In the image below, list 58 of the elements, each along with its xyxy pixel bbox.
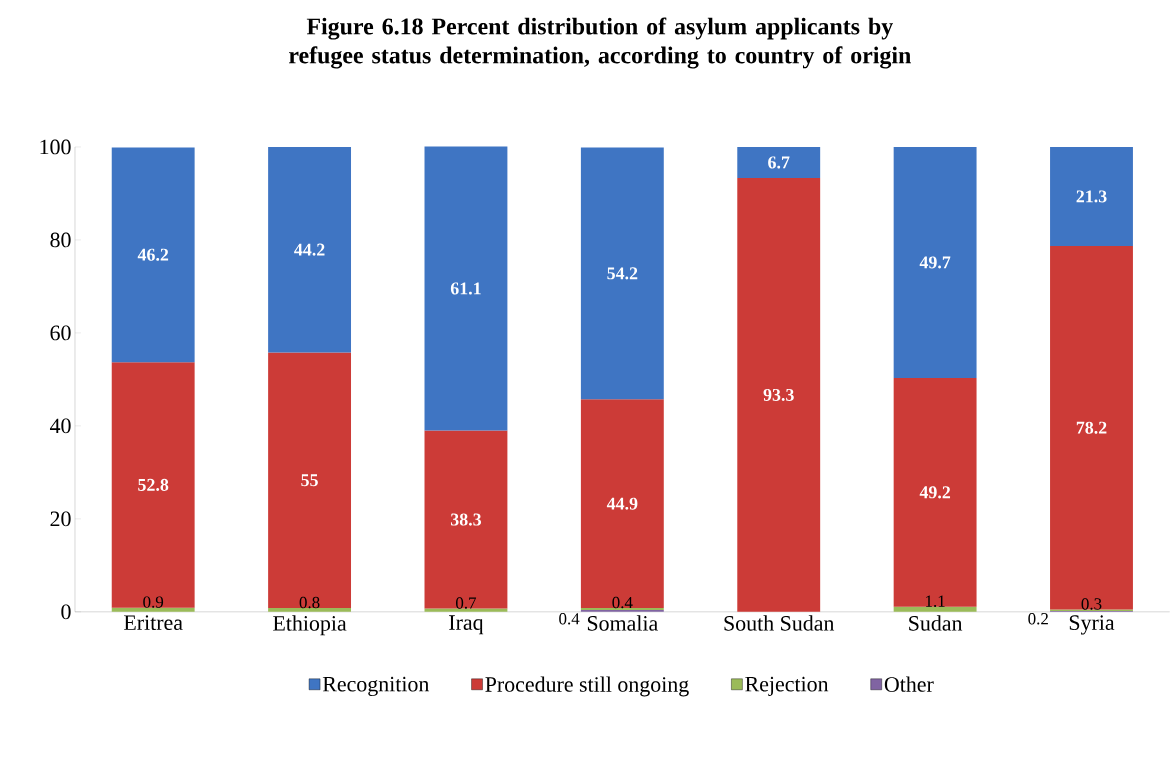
data-label: 0.9 [143, 596, 164, 608]
chart-title: Figure 6.18 Percent distribution of asylum applicants by refugee status determination, according to country of origin [289, 17, 911, 69]
bar [580, 399, 664, 609]
x-tick-label: Sudan [909, 615, 963, 631]
data-label: 0.8 [299, 596, 320, 609]
bar [1050, 246, 1133, 610]
bar [893, 606, 977, 612]
data-label: 49.7 [919, 256, 951, 269]
y-tick-label: 60 [50, 325, 71, 341]
bar [424, 146, 508, 431]
data-label: 6.7 [768, 156, 790, 169]
bar [268, 147, 352, 353]
data-label: 46.2 [137, 248, 169, 261]
data-label: 78.2 [1076, 421, 1107, 434]
data-label: 38.3 [450, 513, 482, 526]
data-label: 61.1 [450, 282, 481, 295]
legend-label: Recognition [322, 676, 430, 697]
x-tick-label: South Sudan [724, 615, 835, 631]
legend-label: Procedure still ongoing [485, 676, 689, 697]
data-label: 55 [301, 474, 318, 487]
bar [268, 608, 352, 612]
bar [737, 178, 821, 612]
y-tick-label: 20 [50, 511, 71, 527]
y-tick-label: 40 [49, 418, 71, 434]
bar [1050, 147, 1133, 247]
x-tick-label: Iraq [449, 615, 484, 635]
y-tick-label: 100 [40, 139, 71, 155]
data-label: 0.4 [559, 613, 580, 625]
legend-label: Other [884, 676, 934, 692]
x-tick-label: Eritrea [124, 615, 183, 631]
bar [268, 352, 352, 609]
data-label: 0.7 [456, 597, 477, 609]
bar [424, 430, 508, 609]
data-label: 44.9 [606, 497, 638, 510]
legend-label: Rejection [745, 676, 829, 697]
data-label: 54.2 [607, 267, 638, 280]
x-tick-label: Somalia [587, 615, 658, 631]
bar [893, 147, 977, 379]
bar [893, 378, 977, 607]
bar [737, 147, 821, 179]
x-tick-label: Ethiopia [273, 615, 347, 636]
data-label: 0.4 [612, 596, 633, 609]
bar [111, 607, 195, 612]
data-label: 1.1 [926, 595, 945, 608]
y-tick-label: 0 [61, 604, 71, 620]
bar [580, 147, 664, 400]
data-label: 52.8 [138, 478, 169, 492]
data-label: 21.3 [1076, 190, 1107, 203]
data-label: 93.3 [763, 389, 794, 402]
data-label: 0.2 [1028, 613, 1048, 625]
data-label: 44.2 [294, 243, 325, 256]
y-tick-label: 80 [50, 232, 71, 248]
bar [111, 147, 195, 363]
bar [111, 362, 195, 608]
bar [424, 608, 508, 612]
data-label: 0.3 [1081, 598, 1102, 610]
x-tick-label: Syria [1069, 615, 1115, 635]
data-label: 49.2 [919, 486, 951, 499]
